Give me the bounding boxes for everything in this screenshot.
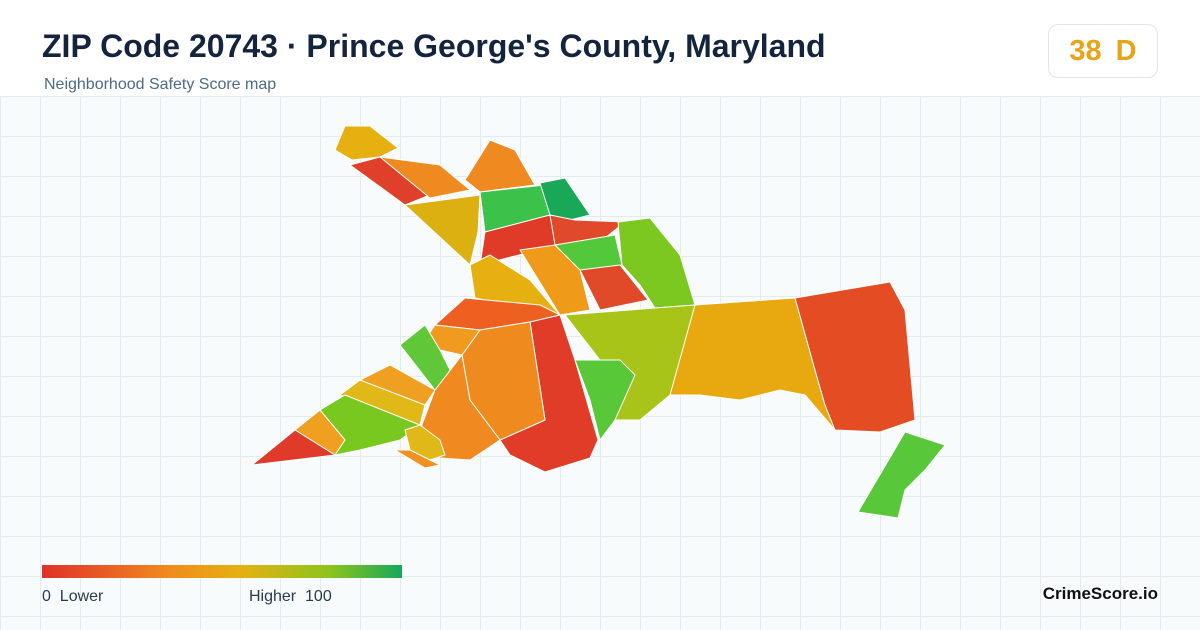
legend-gradient [42, 565, 402, 578]
legend-min-label: Lower [59, 588, 104, 605]
legend-min-value: 0 [42, 588, 51, 605]
subtitle: Neighborhood Safety Score map [44, 76, 277, 93]
score-badge: 38 D [1048, 24, 1158, 78]
legend-min: 0 Lower [42, 588, 103, 606]
grade: D [1115, 34, 1137, 67]
brand: CrimeScore.io [1042, 584, 1158, 603]
legend-max: Higher 100 [249, 588, 332, 606]
neighborhoods [251, 125, 946, 519]
legend-max-value: 100 [305, 588, 332, 605]
title: ZIP Code 20743 · Prince George's County,… [42, 28, 826, 64]
legend-max-label: Higher [249, 588, 297, 605]
score: 38 [1069, 34, 1102, 67]
header: ZIP Code 20743 · Prince George's County,… [0, 0, 1200, 96]
